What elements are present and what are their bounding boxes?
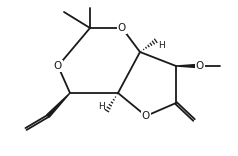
Text: O: O	[142, 111, 150, 121]
Polygon shape	[47, 93, 70, 117]
Text: H: H	[158, 41, 165, 50]
Text: O: O	[54, 61, 62, 71]
Polygon shape	[176, 64, 200, 68]
Text: H: H	[98, 102, 105, 111]
Text: O: O	[196, 61, 204, 71]
Text: O: O	[118, 23, 126, 33]
